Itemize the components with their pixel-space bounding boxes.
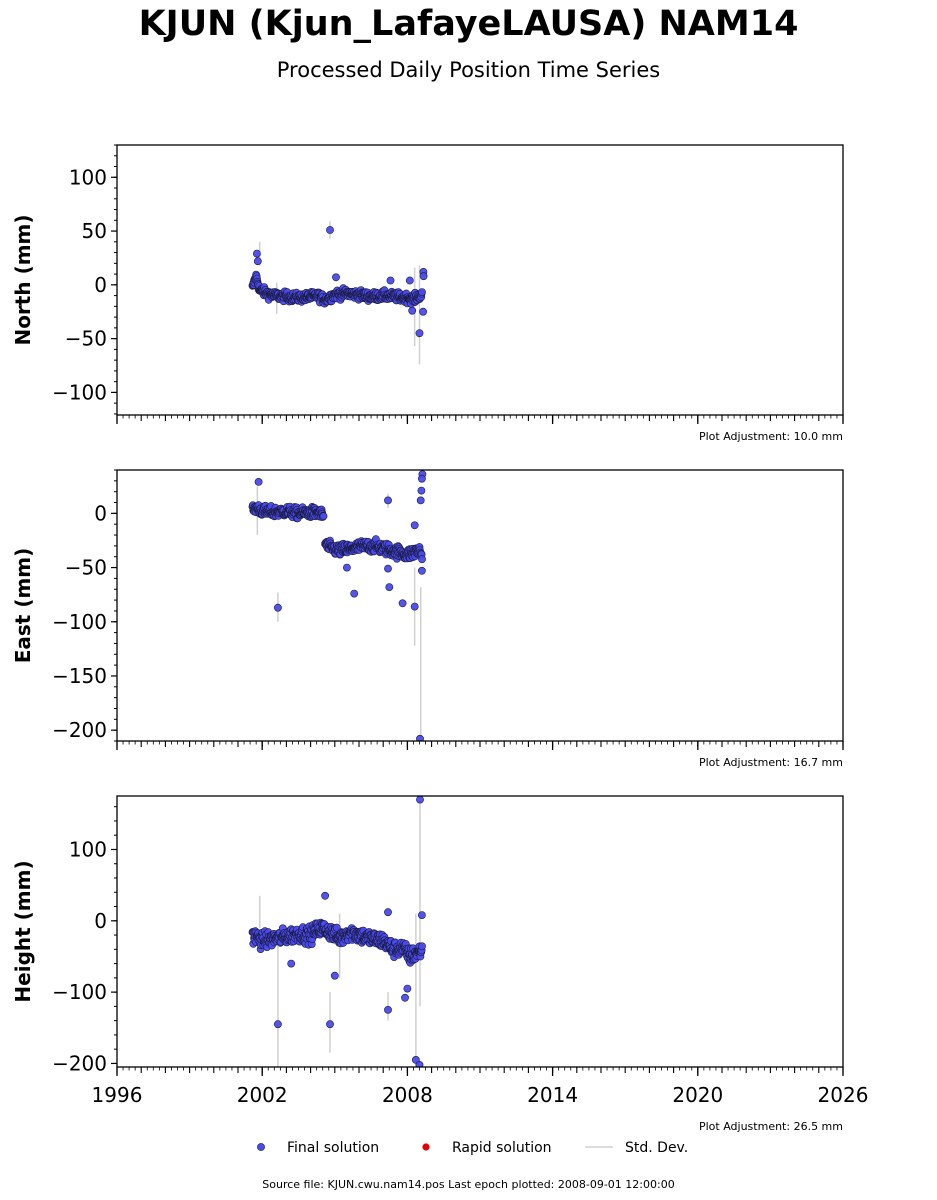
height-panel: 100 0 −100 −200 1996 2002 2008 2014 2020 2026 Heig… [11,795,869,1133]
height-xtick-label: 2002 [237,1083,288,1107]
source-file-note: Source file: KJUN.cwu.nam14.pos Last epo… [262,1178,674,1191]
east-data-point [398,599,407,608]
north-data-point [408,306,417,315]
east-data-point [319,512,328,521]
east-ytick-label: 0 [94,501,107,525]
east-data-point [385,583,394,591]
height-data-point [330,971,339,980]
legend-final-label: Final solution [287,1140,379,1156]
north-ytick-label: 100 [69,165,107,189]
legend-rapid-label: Rapid solution [452,1140,552,1156]
east-data-point [416,734,424,741]
height-data-point [401,993,409,1002]
north-data-point [252,249,261,258]
east-data-point [350,589,359,598]
east-ytick-label: −50 [65,556,107,580]
north-data-point [415,329,424,338]
height-ytick-label: −200 [52,1051,107,1075]
height-plot-adjustment: Plot Adjustment: 26.5 mm [699,1120,843,1133]
north-data-point [418,288,426,296]
east-data-point [416,496,425,505]
page-subtitle: Processed Daily Position Time Series [276,58,661,82]
east-plot-adjustment: Plot Adjustment: 16.7 mm [699,756,843,769]
east-frame [116,469,844,742]
east-axis-label: East (mm) [11,548,35,664]
east-data-point [410,521,419,530]
height-data-point [273,1020,282,1029]
east-data-point [417,486,426,495]
height-ytick-label: −100 [52,980,107,1004]
height-data-point [384,908,392,917]
north-ytick-label: −50 [65,327,107,351]
height-ytick-label: 0 [94,909,107,933]
east-data-point [342,563,351,572]
height-data-point [321,891,329,900]
height-ytick-label: 100 [69,837,107,861]
height-frame [116,795,844,1068]
height-data-point [384,1006,392,1014]
north-axis-label: North (mm) [11,214,35,345]
east-data-point [417,474,426,483]
height-data-point [403,984,412,993]
height-data-point [416,796,424,804]
north-data-point [326,226,334,234]
legend-final-marker [257,1143,265,1151]
north-plot-adjustment: Plot Adjustment: 10.0 mm [699,430,843,443]
height-data-point [417,911,426,919]
north-data-point [419,307,427,316]
height-xtick-label: 2026 [818,1083,869,1107]
east-data-point [273,603,282,612]
height-data-point [287,959,296,968]
north-data-point [405,276,414,285]
legend-rapid-marker [422,1143,430,1151]
height-data-point [418,942,426,951]
east-ytick-label: −150 [52,664,107,688]
height-data [248,796,426,1067]
east-data-point [384,496,392,505]
height-data-point [415,1061,424,1067]
north-data-point [332,273,340,282]
north-ytick-label: −100 [52,380,107,404]
east-ytick-label: −100 [52,610,107,634]
east-panel: 0 −50 −100 −150 −200 East (mm) Plot Adjustment… [11,469,844,769]
east-data-point [384,564,392,573]
east-data-point [410,602,419,611]
page-title: KJUN (Kjun_LafayeLAUSA) NAM14 [138,4,799,44]
east-data-point [254,477,263,486]
east-data [248,470,427,741]
height-axis-label: Height (mm) [11,860,35,1002]
north-data-point [386,276,395,285]
height-xtick-label: 2014 [527,1083,578,1107]
east-data-point [418,555,426,564]
north-panel: 100 50 0 −50 −100 North (mm) Plot Adjustment: … [11,144,844,443]
height-xtick-label: 1996 [92,1083,143,1107]
north-data-point [253,257,262,266]
height-xtick-label: 2008 [382,1083,433,1107]
height-data-point [326,1020,334,1029]
north-ytick-label: 0 [94,273,107,297]
east-data-point [417,566,426,575]
north-data [248,221,428,365]
north-data-point [419,272,428,281]
north-frame [116,144,844,416]
legend-stddev-label: Std. Dev. [625,1140,688,1156]
legend: Final solution Rapid solution Std. Dev. [257,1140,688,1156]
north-ytick-label: 50 [82,219,107,243]
east-ytick-label: −200 [52,718,107,742]
height-xtick-label: 2020 [672,1083,723,1107]
